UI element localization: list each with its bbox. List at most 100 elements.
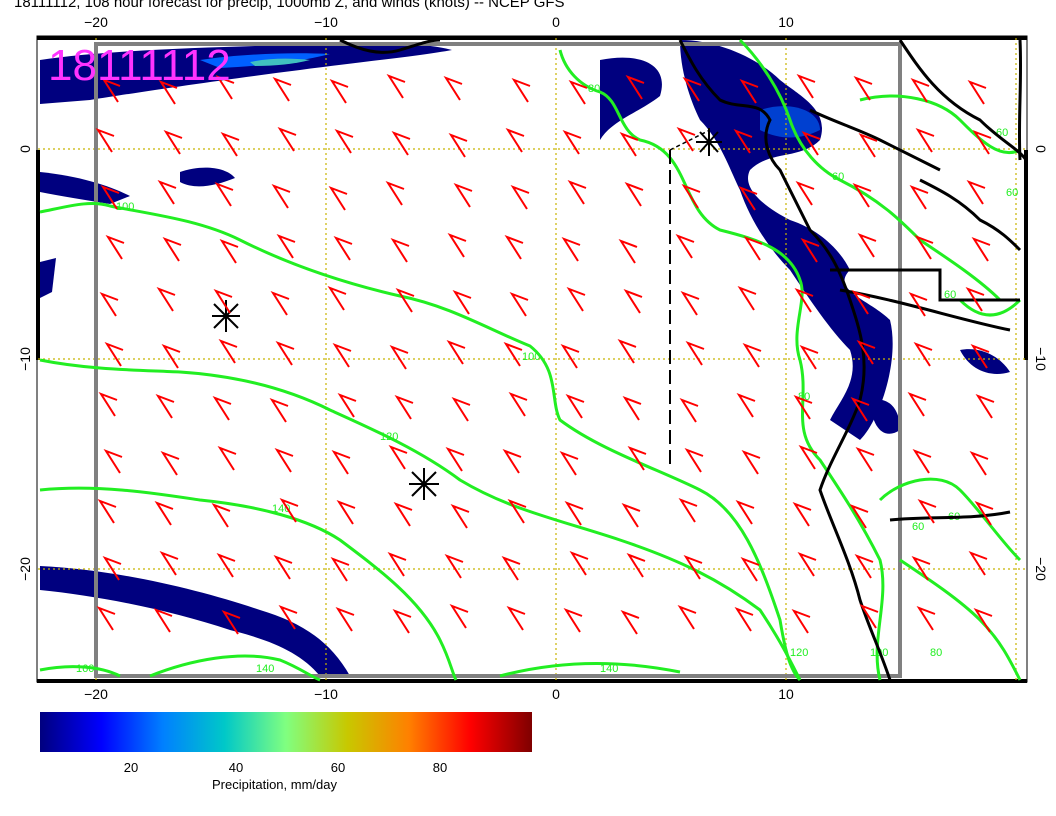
precip-patch-7 [960,349,1010,374]
wind-barb [965,287,985,312]
wind-barb [218,339,238,364]
wind-barb [682,77,702,102]
wind-barb [973,608,993,633]
wind-barb [734,607,754,632]
wind-barb [449,604,469,629]
precip-patch-4 [600,57,662,140]
wind-barb [394,395,414,420]
wind-barb [909,185,929,210]
wind-barb [915,128,935,153]
precip-peak-north [250,58,310,66]
wind-barb [505,128,525,153]
wind-barb [854,554,874,579]
wind-barb [621,503,641,528]
wind-barb [270,291,290,316]
wind-barb [560,344,580,369]
wind-barb [675,234,695,259]
wind-barb [163,130,183,155]
wind-barb [683,555,703,580]
lon-ticks-bottom: −20 −10 0 10 [84,686,794,700]
contour-160 [39,665,121,678]
wind-barb [99,292,119,317]
lon-tick-bottom-1: −20 [84,686,108,700]
wind-barb [626,553,646,578]
contour-80 [558,49,885,681]
contour-label-2: 100 [116,201,134,213]
contour-140b [149,654,321,682]
wind-barb [159,551,179,576]
wind-barb [912,449,932,474]
wind-barb [680,291,700,316]
wind-barb [510,185,530,210]
wind-barb [859,604,879,629]
lat-tick-right-1: 0 [1033,145,1049,153]
height-contours [39,38,1022,682]
lon-tick-top-2: −10 [314,14,338,30]
wind-barb [852,183,872,208]
colorbar-label-20: 20 [123,760,139,775]
wind-barb [212,396,232,421]
lon-tick-bottom-3: 0 [552,686,560,700]
wind-barb [453,183,473,208]
colorbar-label-80: 80 [432,760,448,775]
wind-barb [794,288,814,313]
wind-barb [908,292,928,317]
wind-barb [849,504,869,529]
wind-barb [737,286,757,311]
wind-barb [393,502,413,527]
wind-barb [969,451,989,476]
wind-barb [791,609,811,634]
wind-barb [443,76,463,101]
lon-tick-top-3: 0 [552,14,560,30]
contour-label-4: 120 [380,431,398,443]
wind-barb [445,447,465,472]
contour-label-18: 60 [1006,187,1018,199]
lat-tick-left-3: −20 [17,557,33,581]
lat-ticks-right: 0 −10 −20 [1033,145,1049,581]
precip-patch-3 [40,258,56,298]
wind-barb [274,448,294,473]
wind-barb [277,127,297,152]
lon-ticks-top: −20 −10 0 10 [84,14,794,30]
coastline-africa-west [678,39,892,681]
wind-barb [331,450,351,475]
star-marker-3 [696,128,722,156]
contour-label-13: 60 [832,171,844,183]
wind-barb [565,394,585,419]
wind-barb [219,239,239,264]
wind-barb [967,80,987,105]
wind-barb [101,78,121,103]
contour-140 [39,486,458,681]
wind-barb [738,186,758,211]
wind-barb [508,392,528,417]
wind-barb [390,238,410,263]
lon-tick-bottom-4: 10 [778,686,794,700]
wind-barb [213,289,233,314]
precip-band-north [40,43,452,104]
wind-barb [105,235,125,260]
wind-barb [795,181,815,206]
wind-barb [272,77,292,102]
wind-barb [386,74,406,99]
lon-tick-bottom-2: −10 [314,686,338,700]
wind-barb [385,181,405,206]
contour-60d [958,298,1022,317]
wind-barb [850,397,870,422]
wind-barb [736,393,756,418]
wind-barb [975,394,995,419]
wind-barb [391,131,411,156]
border-3 [898,39,1028,161]
wind-barb [154,501,174,526]
wind-barb [800,238,820,263]
lon-tick-top-4: 10 [778,14,794,30]
wind-barb [220,132,240,157]
wind-barb [104,342,124,367]
lat-tick-right-2: −10 [1033,347,1049,371]
border-4 [919,178,1022,252]
lat-tick-left-1: 0 [17,145,33,153]
wind-barb [970,344,990,369]
chart-title: 18111112, 108 hour forecast for precip, … [14,0,565,11]
contour-label-16: 60 [912,521,924,533]
wind-barb [392,609,412,634]
border-1 [830,268,1020,302]
